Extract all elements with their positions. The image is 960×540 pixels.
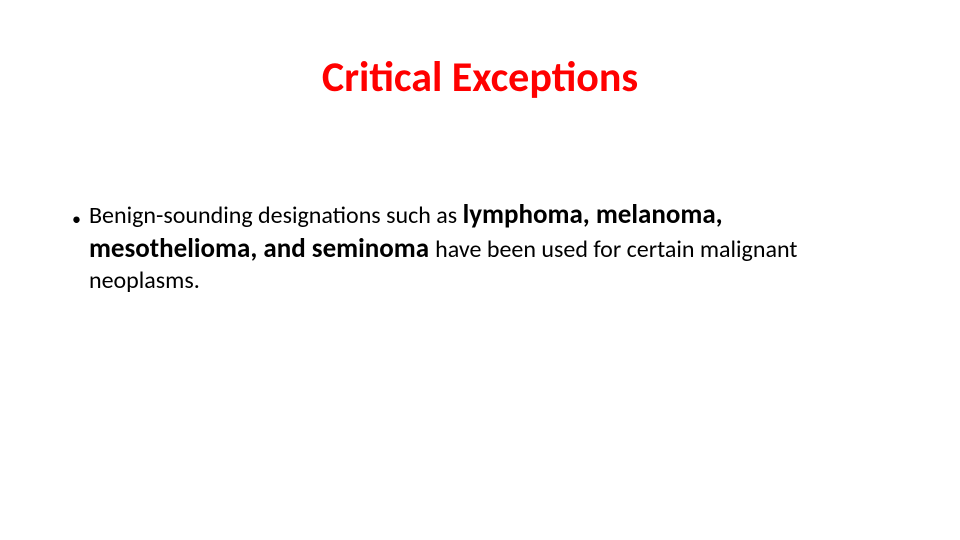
bullet-marker: • [72,210,81,228]
slide-title: Critical Exceptions [0,52,960,103]
slide: Critical Exceptions • Benign-sounding de… [0,0,960,540]
slide-body: • Benign-sounding designations such as l… [72,198,892,296]
bullet-text: Benign-sounding designations such as lym… [89,198,892,296]
bullet-item: • Benign-sounding designations such as l… [72,198,892,296]
text-run-plain-1: Benign-sounding designations such as [89,201,463,230]
slide-title-text: Critical Exceptions [322,52,638,103]
